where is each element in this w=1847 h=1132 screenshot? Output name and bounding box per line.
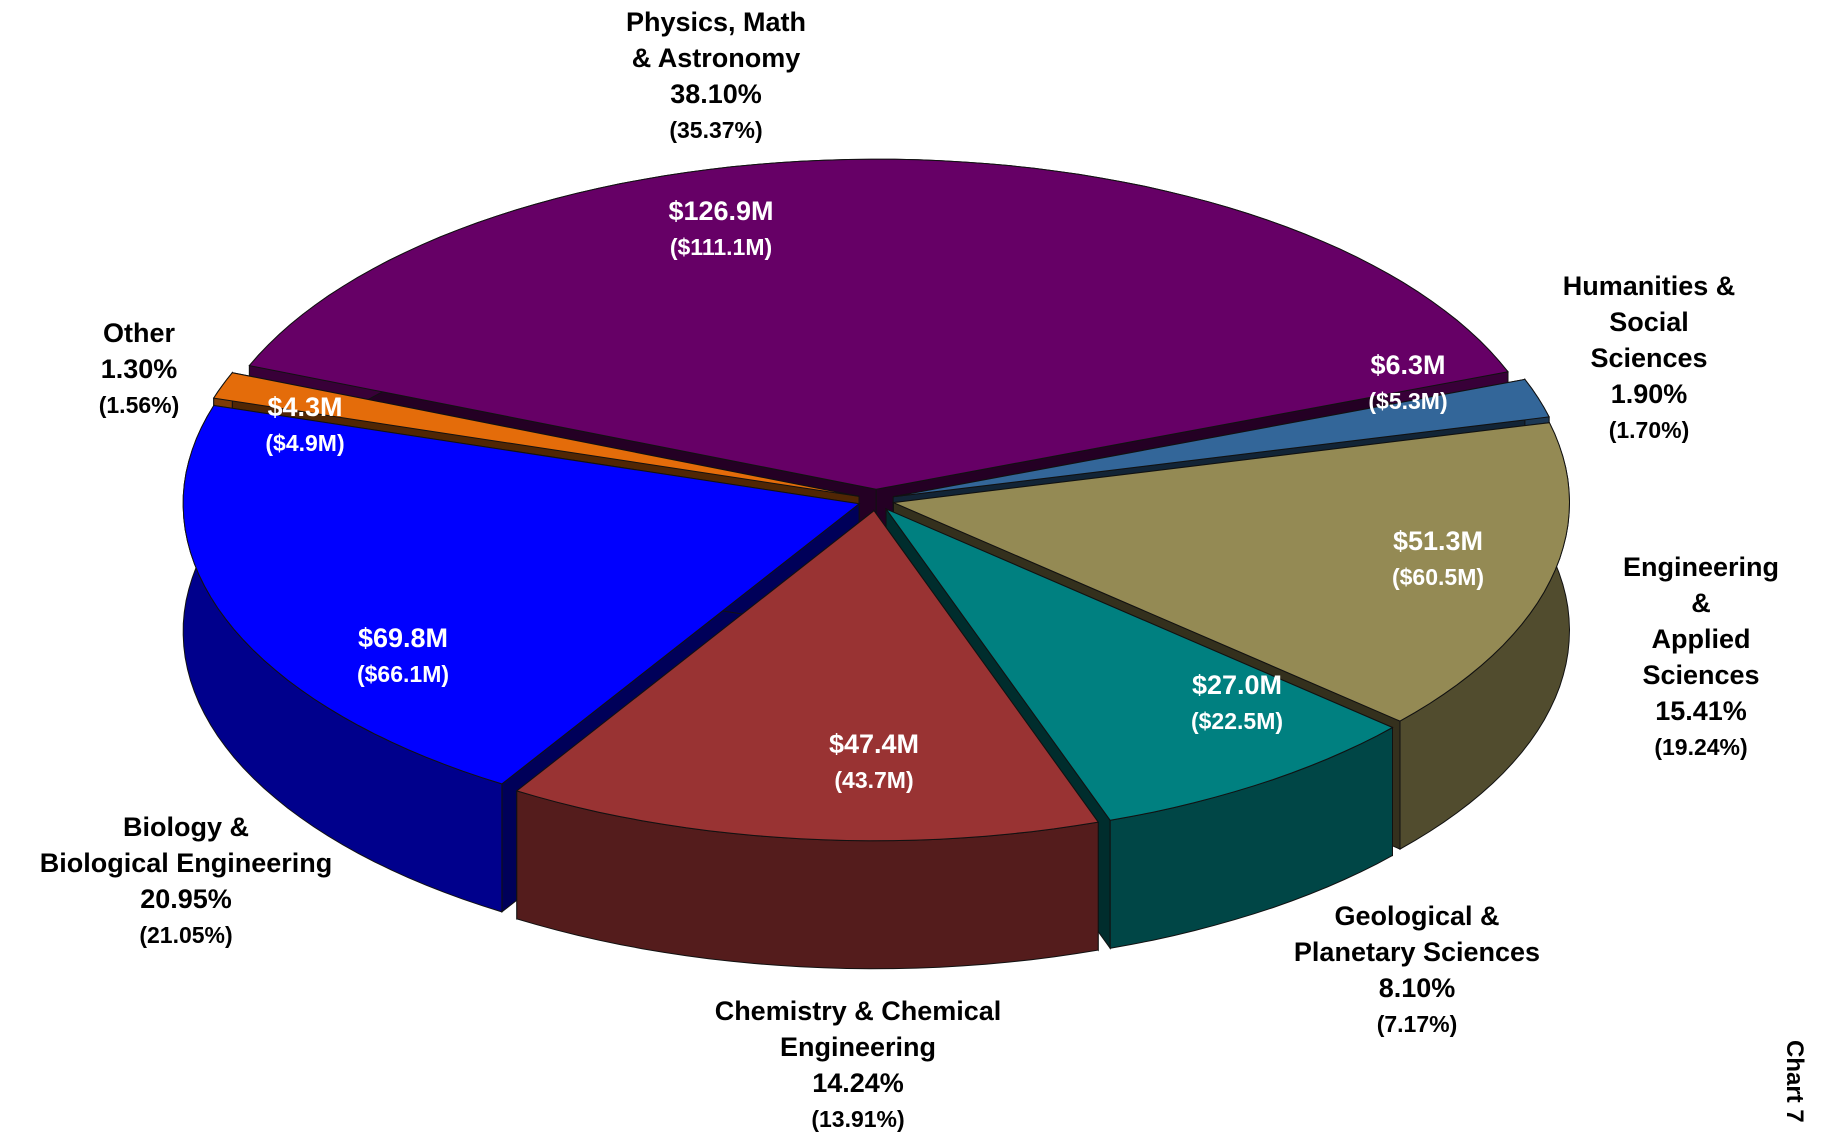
category-name: Other — [102, 318, 176, 348]
prior-amount: ($22.5M) — [1190, 708, 1284, 734]
category-name: Biology & Biological Engineering — [39, 812, 333, 878]
slice-label: Humanities & Social Sciences 1.90% (1.70%) — [1550, 268, 1748, 448]
category-name: Engineering & Applied Sciences — [1622, 552, 1780, 690]
slice-label: Chemistry & Chemical Engineering 14.24% (1… — [715, 993, 1002, 1132]
amount-label: $69.8M ($66.1M) — [357, 620, 449, 692]
slice-label: Biology & Biological Engineering 20.95% (2… — [40, 809, 333, 953]
prior-amount: ($5.3M) — [1368, 388, 1448, 414]
slice — [248, 158, 1509, 490]
prior-amount: ($60.5M) — [1391, 564, 1485, 590]
prior-percent-label: (13.91%) — [811, 1106, 905, 1132]
amount-label: $126.9M ($111.1M) — [668, 193, 773, 265]
prior-percent-label: (19.24%) — [1654, 734, 1748, 760]
slice-label: Physics, Math & Astronomy 38.10% (35.37%) — [626, 4, 806, 148]
prior-amount: ($111.1M) — [669, 234, 773, 260]
category-name: Chemistry & Chemical Engineering — [714, 996, 1002, 1062]
slice — [182, 404, 861, 785]
prior-amount: ($66.1M) — [356, 661, 450, 687]
percent-label: 1.90% — [1610, 379, 1688, 409]
percent-label: 15.41% — [1655, 696, 1747, 726]
prior-amount: (43.7M) — [834, 767, 914, 793]
amount: $47.4M — [828, 729, 920, 759]
amount-label: $27.0M ($22.5M) — [1191, 667, 1283, 739]
slice — [212, 372, 860, 497]
amount: $27.0M — [1191, 670, 1283, 700]
category-name: Physics, Math & Astronomy — [625, 7, 807, 73]
percent-label: 38.10% — [670, 79, 762, 109]
slice — [891, 422, 1571, 722]
slice — [515, 509, 1100, 842]
slice-label: Geological & Planetary Sciences 8.10% (7.1… — [1294, 898, 1540, 1042]
slice — [893, 378, 1550, 498]
percent-label: 1.30% — [100, 354, 178, 384]
chart-label: Chart 7 — [1781, 1040, 1808, 1123]
amount: $6.3M — [1370, 350, 1446, 380]
amount: $69.8M — [357, 623, 449, 653]
percent-label: 8.10% — [1378, 973, 1456, 1003]
amount-label: $4.3M ($4.9M) — [265, 389, 344, 461]
prior-percent-label: (7.17%) — [1376, 1011, 1458, 1037]
prior-amount: ($4.9M) — [265, 430, 345, 456]
percent-label: 20.95% — [140, 884, 232, 914]
prior-percent-label: (21.05%) — [139, 922, 233, 948]
amount: $126.9M — [668, 196, 774, 226]
prior-percent-label: (35.37%) — [669, 117, 763, 143]
amount-label: $47.4M (43.7M) — [829, 726, 919, 798]
category-name: Humanities & Social Sciences — [1562, 271, 1736, 373]
prior-percent-label: (1.70%) — [1608, 417, 1690, 443]
percent-label: 14.24% — [812, 1068, 904, 1098]
amount: $51.3M — [1392, 526, 1484, 556]
slice-label: Engineering & Applied Sciences 15.41% (19.… — [1623, 549, 1779, 765]
category-name: Geological & Planetary Sciences — [1293, 901, 1541, 967]
slice — [884, 507, 1394, 821]
slice-label: Other 1.30% (1.56%) — [99, 315, 180, 423]
prior-percent-label: (1.56%) — [98, 392, 180, 418]
amount-label: $51.3M ($60.5M) — [1392, 523, 1484, 595]
amount: $4.3M — [267, 392, 343, 422]
amount-label: $6.3M ($5.3M) — [1368, 347, 1447, 419]
